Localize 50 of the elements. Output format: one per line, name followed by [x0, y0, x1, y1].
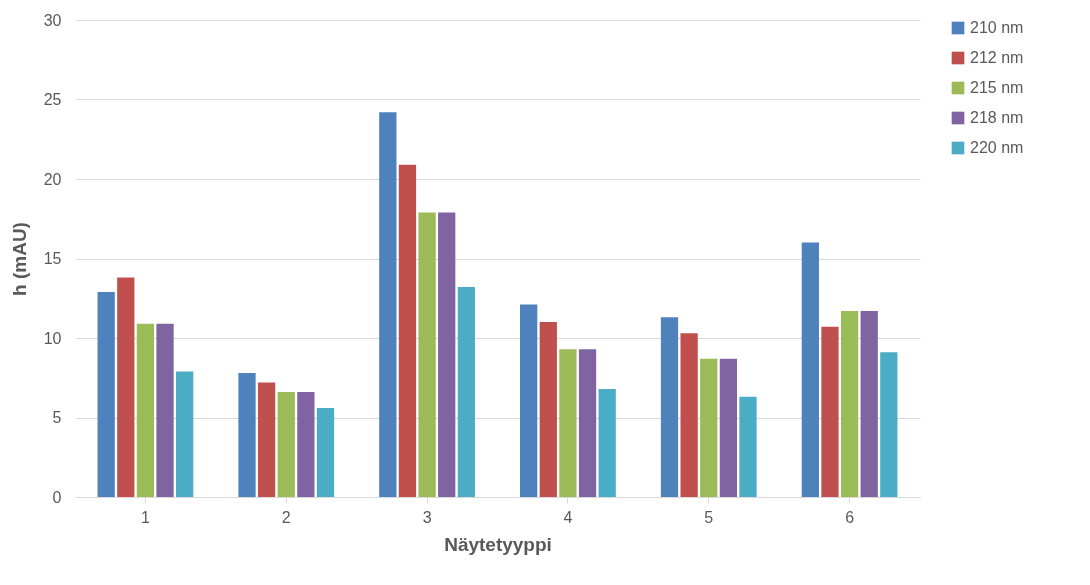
bar [840, 310, 859, 497]
bar [398, 164, 417, 497]
x-tick-label: 2 [281, 508, 291, 526]
x-tick-label: 4 [563, 508, 573, 526]
y-tick-label: 10 [43, 329, 62, 347]
bar [297, 392, 315, 497]
bar [739, 396, 757, 497]
x-tick-label: 3 [422, 508, 432, 526]
y-tick-label: 25 [43, 91, 62, 108]
bar [578, 349, 597, 497]
bar [238, 372, 256, 497]
bar [559, 349, 577, 497]
bar [176, 371, 194, 497]
legend-label: 218 nm [970, 109, 1024, 126]
y-tick-label: 15 [43, 250, 62, 267]
bar [539, 322, 557, 497]
bar [719, 358, 738, 497]
y-tick-label: 5 [52, 409, 62, 426]
bar [700, 358, 718, 497]
bar [316, 407, 335, 497]
legend-label: 215 nm [970, 79, 1024, 96]
x-tick-label: 5 [704, 508, 714, 526]
bar [418, 212, 436, 497]
bar [277, 392, 295, 497]
bar [457, 287, 475, 497]
legend-label: 212 nm [970, 49, 1024, 66]
bar [880, 352, 898, 497]
bar [379, 112, 397, 497]
bar [660, 317, 679, 497]
bar [136, 323, 155, 497]
bar [860, 310, 878, 497]
x-tick-label: 6 [845, 508, 855, 526]
x-tick-label: 1 [140, 508, 150, 526]
bar [97, 291, 115, 497]
y-tick-label: 30 [43, 11, 62, 29]
x-axis-title: Näytetyyppi [444, 533, 552, 555]
bar [117, 277, 135, 497]
legend-label: 220 nm [970, 139, 1024, 156]
bar [801, 242, 819, 497]
legend-label: 210 nm [970, 19, 1024, 36]
bar [438, 212, 456, 497]
bar [598, 388, 616, 497]
y-tick-label: 0 [52, 488, 62, 506]
bar [156, 323, 174, 497]
bar [821, 326, 839, 497]
y-axis-title: h (mAU) [8, 222, 30, 296]
bar [680, 333, 698, 497]
bar [257, 382, 276, 497]
bar [520, 304, 538, 497]
y-tick-label: 20 [43, 170, 62, 188]
